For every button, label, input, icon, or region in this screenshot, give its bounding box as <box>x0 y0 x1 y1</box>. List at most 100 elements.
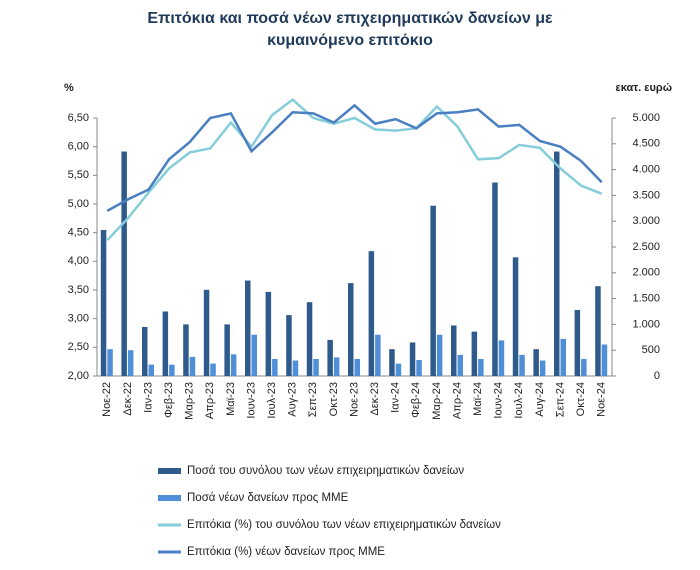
bar <box>100 229 107 376</box>
x-tick-label: Οκτ-24 <box>575 382 587 416</box>
title-box: Επιτόκια και ποσά νέων επιχειρηματικών δ… <box>0 8 700 52</box>
bar <box>395 363 402 376</box>
x-tick-label: Ιαν-24 <box>390 382 402 413</box>
y2-tick-label: 500 <box>642 344 660 356</box>
y2-tick-label: 5.000 <box>632 112 660 124</box>
y-tick-label: 6,00 <box>68 141 89 153</box>
y2-tick-label: 4.000 <box>632 164 660 176</box>
legend-swatch <box>158 468 181 474</box>
line <box>106 103 603 212</box>
bar <box>512 257 519 376</box>
bar <box>436 334 443 376</box>
y2-tick-label: 1.500 <box>632 293 660 305</box>
bar <box>375 334 381 376</box>
y2-tick-label: 2.000 <box>632 267 660 279</box>
bar <box>148 364 154 376</box>
x-tick-label: Οκτ-23 <box>328 382 340 416</box>
chart-title: Επιτόκια και ποσά νέων επιχειρηματικών δ… <box>147 10 553 49</box>
x-tick-label: Σεπ-24 <box>554 382 566 417</box>
x-tick-label: Ιουλ-23 <box>266 382 278 419</box>
x-tick-label: Νοε-22 <box>101 382 113 417</box>
y-tick-label: 6,50 <box>68 112 89 124</box>
x-tick-label: Νοε-24 <box>596 382 608 417</box>
bar <box>313 358 319 376</box>
y2-tick-label: 0 <box>654 370 660 382</box>
bar <box>224 324 230 376</box>
legend-label: Ποσά νέων δανείων προς ΜΜΕ <box>187 492 349 504</box>
x-tick-label: Αυγ-24 <box>534 382 546 417</box>
y2-tick-label: 1.000 <box>632 318 660 330</box>
y-tick-label: 2,00 <box>68 370 89 382</box>
x-tick-label: Ιουν-23 <box>245 382 257 419</box>
bar <box>368 251 375 376</box>
bar <box>451 325 457 376</box>
bar <box>306 302 313 376</box>
bar <box>183 324 189 376</box>
y-tick-label: 5,00 <box>68 198 89 210</box>
bar <box>471 331 478 376</box>
y-tick-label: 4,50 <box>68 227 89 239</box>
y-tick-label: 5,50 <box>68 169 89 181</box>
bar <box>245 280 251 376</box>
bar <box>533 349 539 376</box>
legend-label: Επιτόκια (%) νέων δανείων προς ΜΜΕ <box>187 546 385 558</box>
bar <box>142 326 148 376</box>
bar <box>230 354 237 376</box>
bar <box>430 205 436 376</box>
bar <box>327 339 333 376</box>
bar <box>581 358 587 376</box>
x-tick-label: Μαρ-23 <box>184 382 196 420</box>
bar <box>354 358 360 376</box>
bar <box>478 358 484 376</box>
x-tick-label: Ιαν-23 <box>142 382 154 413</box>
bar <box>121 151 127 376</box>
bar <box>162 311 169 376</box>
bar <box>492 182 498 376</box>
line <box>106 98 603 241</box>
x-tick-label: Μαρ-24 <box>431 382 443 420</box>
bar <box>539 360 546 376</box>
x-tick-label: Φεβ-24 <box>410 382 422 418</box>
bar <box>265 291 272 376</box>
bar <box>416 360 422 376</box>
bar <box>519 354 525 376</box>
y2-tick-label: 3.500 <box>632 189 660 201</box>
y-tick-label: 2,50 <box>68 341 89 353</box>
bar <box>560 338 566 376</box>
y2-axis-label: εκατ. ευρώ <box>616 82 673 94</box>
legend-swatch <box>158 495 181 501</box>
x-tick-label: Αυγ-23 <box>287 382 299 417</box>
x-tick-label: Απρ-23 <box>204 382 216 419</box>
y2-tick-label: 2.500 <box>632 241 660 253</box>
legend-label: Ποσά του συνόλου των νέων επιχειρηματικώ… <box>187 465 464 477</box>
bar <box>498 340 505 376</box>
bar <box>409 342 416 376</box>
x-tick-label: Ιουν-24 <box>493 382 505 419</box>
x-tick-label: Ιουλ-24 <box>513 382 525 419</box>
x-tick-label: Σεπ-23 <box>307 382 319 417</box>
bar <box>348 283 354 376</box>
y2-tick-label: 4.500 <box>632 138 660 150</box>
bar <box>210 363 216 376</box>
y-tick-label: 3,00 <box>68 313 89 325</box>
bar <box>292 360 299 376</box>
x-tick-label: Δεκ-22 <box>122 382 134 416</box>
x-tick-label: Δεκ-23 <box>369 382 381 416</box>
bar <box>554 151 560 376</box>
bar <box>389 349 395 376</box>
bar <box>574 309 581 376</box>
y-tick-label: 4,00 <box>68 255 89 267</box>
bar <box>333 357 340 376</box>
y-tick-label: 3,50 <box>68 284 89 296</box>
bar <box>286 315 292 376</box>
x-tick-label: Νοε-23 <box>348 382 360 417</box>
y-axis-label: % <box>64 82 74 94</box>
bar <box>107 349 113 376</box>
bar <box>272 358 278 376</box>
bar <box>251 334 257 376</box>
bar <box>457 354 463 376</box>
x-tick-label: Απρ-24 <box>451 382 463 419</box>
bar <box>169 364 175 376</box>
